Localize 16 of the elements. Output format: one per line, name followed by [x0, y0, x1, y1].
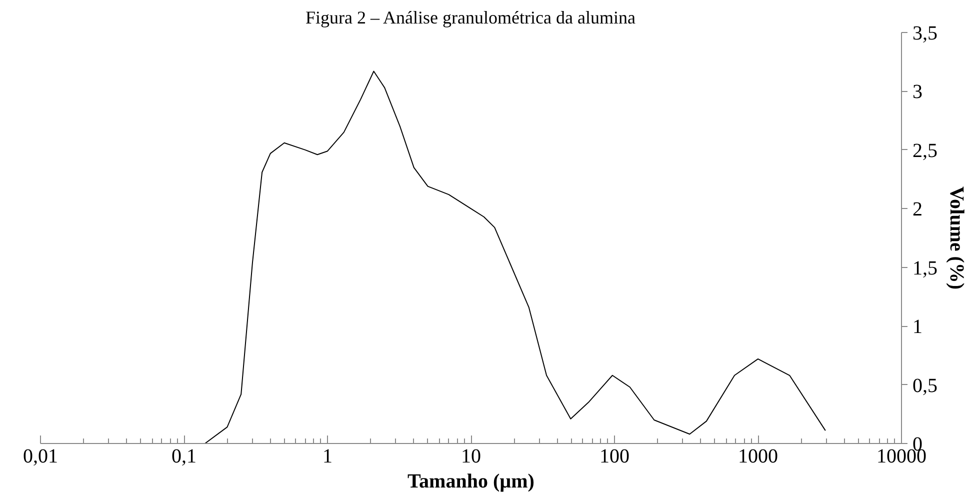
y-tick-label: 2,5 [912, 140, 938, 162]
y-tick-label: 1 [912, 316, 922, 338]
x-tick-label: 1 [322, 446, 332, 468]
x-tick-label: 100 [600, 446, 630, 468]
y-axis-title: Volume (%) [946, 186, 968, 290]
x-axis-title: Tamanho (µm) [408, 470, 534, 492]
y-tick-label: 3,5 [912, 22, 938, 44]
x-tick-label: 0,1 [172, 446, 196, 468]
x-tick-label: 10 [461, 446, 481, 468]
y-tick-label: 0,5 [912, 374, 938, 397]
y-tick-label: 1,5 [912, 257, 938, 280]
x-tick-label: 1000 [738, 446, 778, 468]
y-tick-label: 3 [912, 81, 922, 104]
x-tick-label: 0,01 [23, 446, 58, 468]
y-tick-label: 2 [912, 198, 922, 221]
chart-title: Figura 2 – Análise granulométrica da alumina [306, 8, 636, 28]
